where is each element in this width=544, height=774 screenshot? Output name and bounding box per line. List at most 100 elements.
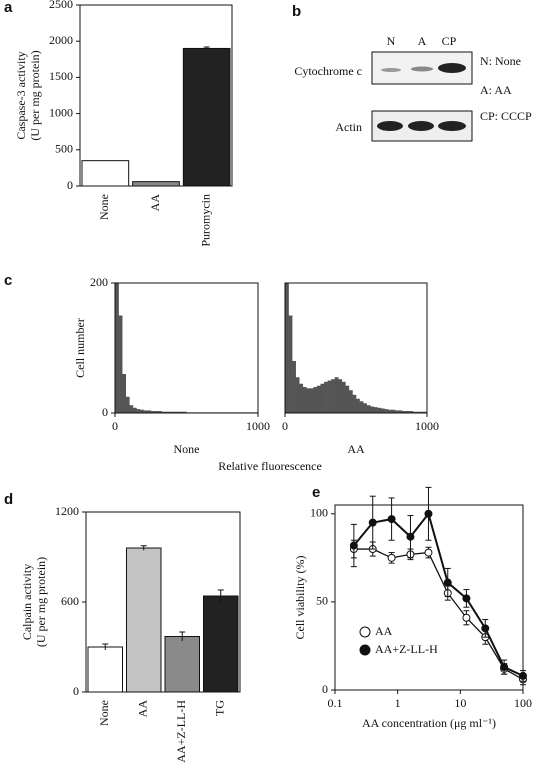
band xyxy=(377,121,403,131)
y-tick-label: 0 xyxy=(67,178,73,192)
histogram-bar xyxy=(132,407,137,413)
y-tick-label: 2500 xyxy=(49,0,73,11)
histogram-bar xyxy=(136,409,141,413)
histogram-bar xyxy=(384,409,389,413)
histogram-bar xyxy=(412,411,417,413)
histogram-bar xyxy=(285,283,289,413)
histogram-bar xyxy=(419,411,424,413)
histogram-bar xyxy=(129,405,134,413)
histogram-bar xyxy=(338,379,343,413)
y-tick-label: 1000 xyxy=(49,105,73,119)
histogram-bar xyxy=(125,396,130,413)
marker xyxy=(387,553,396,562)
histogram-bar xyxy=(331,379,335,413)
lane-label: CP xyxy=(442,34,457,48)
histogram-bar xyxy=(395,410,399,413)
histogram-bar xyxy=(154,411,159,413)
histogram-bar xyxy=(157,411,162,413)
histogram-bar xyxy=(295,377,300,413)
series-line xyxy=(353,511,524,677)
histogram-bar xyxy=(309,388,314,413)
lane-label: N xyxy=(387,34,396,48)
marker xyxy=(349,541,358,550)
plot-frame xyxy=(334,504,524,691)
panel-caption: AA xyxy=(347,442,365,456)
histogram-bar xyxy=(313,387,318,413)
histogram-bar xyxy=(409,411,414,413)
histogram-bar xyxy=(122,374,127,413)
y-axis-label: Calpain activity xyxy=(20,564,34,640)
marker xyxy=(462,594,471,603)
band xyxy=(438,121,466,131)
histogram-bar xyxy=(416,411,421,413)
histogram-bar xyxy=(292,361,296,413)
marker xyxy=(481,624,490,633)
x-axis-label: AA concentration (μg ml⁻¹) xyxy=(362,716,496,730)
histogram-bar xyxy=(402,411,406,413)
panel-letter: b xyxy=(292,3,301,20)
histogram-bar xyxy=(147,410,152,413)
legend-marker xyxy=(359,644,371,656)
plot-frame xyxy=(114,282,259,414)
histogram-bar xyxy=(363,403,367,413)
band xyxy=(408,121,434,131)
band-label: Cytochrome c xyxy=(294,64,362,78)
histogram-bar xyxy=(341,381,346,413)
histogram-bar xyxy=(306,388,311,413)
band-label: Actin xyxy=(335,120,362,134)
histogram-bar xyxy=(359,401,364,413)
legend-label: AA+Z-LL-H xyxy=(375,642,438,656)
marker xyxy=(424,548,433,557)
x-tick-label: 1000 xyxy=(246,419,270,433)
y-axis-label: Cell viability (%) xyxy=(293,556,307,640)
x-tick-label: 10 xyxy=(454,696,466,710)
histogram-bar xyxy=(391,409,396,413)
histogram-bar xyxy=(179,411,184,413)
x-tick-label: AA xyxy=(136,700,150,718)
y-axis-label: Caspase-3 activity xyxy=(14,51,28,139)
y-tick-label: 200 xyxy=(90,275,108,289)
histogram-bar xyxy=(345,385,350,413)
marker xyxy=(500,663,509,672)
x-tick-label: 0 xyxy=(282,419,288,433)
legend-label: AA xyxy=(375,624,393,638)
bar xyxy=(182,47,231,187)
plot-frame xyxy=(284,282,428,414)
y-tick-label: 600 xyxy=(61,594,79,608)
y-tick-label: 0 xyxy=(73,684,79,698)
lane-label: A xyxy=(418,34,427,48)
y-tick-label: 1500 xyxy=(49,69,73,83)
histogram-bar xyxy=(302,387,307,413)
histogram-bar xyxy=(334,377,339,413)
x-tick-label: TG xyxy=(213,700,227,716)
x-tick-label: AA+Z-LL-H xyxy=(174,700,188,763)
y-tick-label: 50 xyxy=(316,594,328,608)
histogram-bar xyxy=(366,405,371,413)
histogram-bar xyxy=(423,411,427,413)
x-axis-label: Relative fluorescence xyxy=(218,459,322,473)
band xyxy=(438,63,466,73)
plot-area xyxy=(115,283,258,413)
legend-marker xyxy=(359,626,371,638)
histogram-bar xyxy=(398,410,403,413)
histogram-bar xyxy=(172,411,177,413)
x-tick-label: 0.1 xyxy=(328,696,343,710)
marker xyxy=(443,578,452,587)
panel-letter: c xyxy=(4,272,12,289)
histogram-bar xyxy=(299,383,304,413)
histogram-bar xyxy=(161,411,166,413)
histogram-bar xyxy=(324,381,328,413)
x-tick-label: 1 xyxy=(395,696,401,710)
x-tick-label: None xyxy=(97,194,111,220)
blot-legend: N: None xyxy=(480,54,521,68)
y-tick-label: 100 xyxy=(310,506,328,520)
bar xyxy=(81,160,130,187)
histogram-bar xyxy=(377,407,382,413)
x-tick-label: 1000 xyxy=(415,419,439,433)
x-tick-label: 100 xyxy=(514,696,532,710)
panel-letter: e xyxy=(312,484,320,501)
series-line xyxy=(353,548,524,680)
histogram-bar xyxy=(352,394,357,413)
